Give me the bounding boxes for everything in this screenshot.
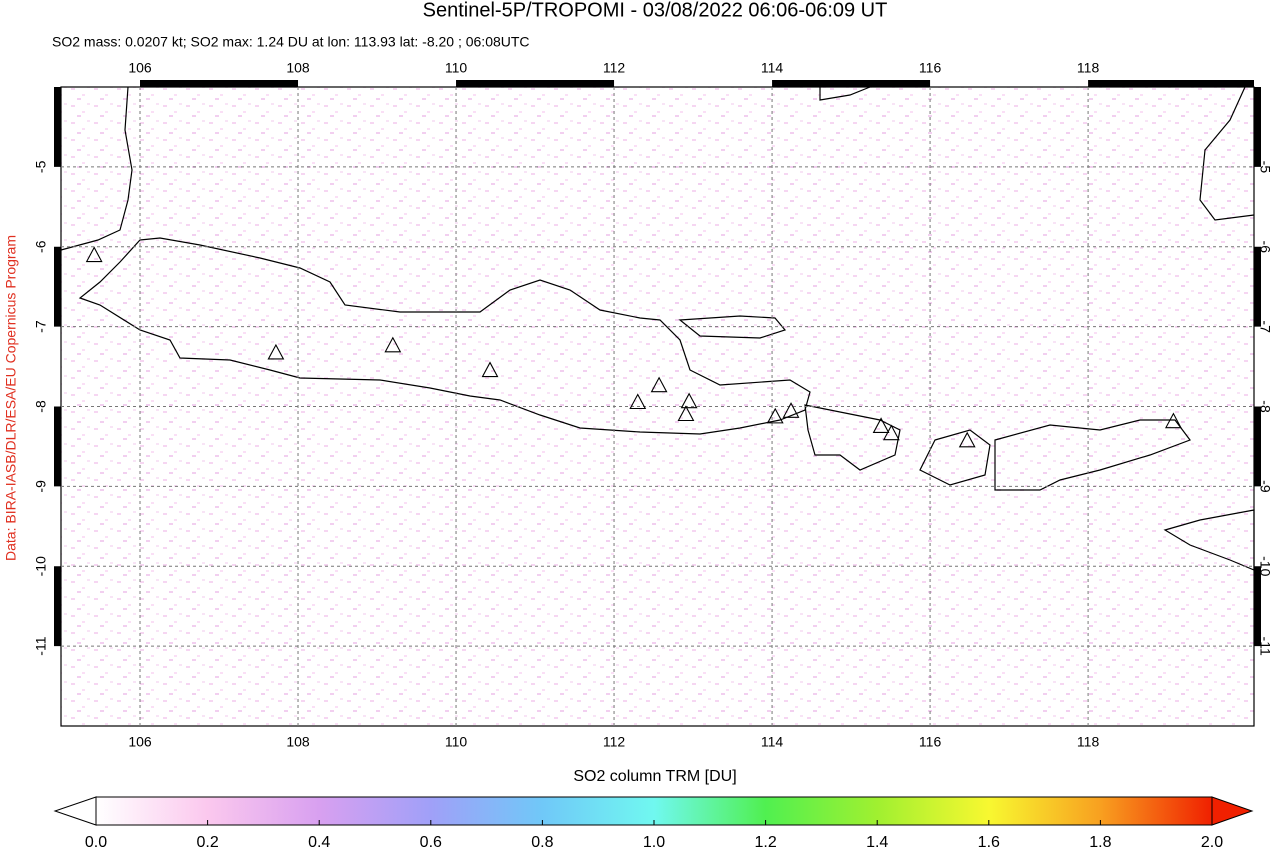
- title: Sentinel-5P/TROPOMI - 03/08/2022 06:06-0…: [423, 0, 888, 21]
- coastlines: [60, 86, 1255, 571]
- border-segment: [54, 406, 61, 487]
- colorbar-tick-label: 2.0: [1201, 834, 1223, 851]
- colorbar-over: [1211, 796, 1254, 826]
- border-segment: [1254, 406, 1261, 487]
- x-tick-label: 106: [128, 60, 152, 76]
- colorbar-tick-label: 0.4: [308, 834, 330, 851]
- x-tick-label: 114: [761, 60, 784, 76]
- y-tick-label: -9: [1257, 480, 1272, 493]
- border-segment: [1254, 566, 1261, 647]
- y-tick-label: -10: [1257, 556, 1272, 576]
- volcano: [872, 417, 890, 434]
- volcano: [680, 392, 698, 409]
- colorbar-tick-label: 1.6: [978, 834, 1000, 851]
- x-tick-label: 112: [603, 60, 626, 76]
- subtitle: SO2 mass: 0.0207 kt; SO2 max: 1.24 DU at…: [52, 34, 530, 50]
- y-tick-label: -8: [1257, 400, 1272, 413]
- border-segment: [1254, 246, 1261, 327]
- x-tick-label: 110: [445, 734, 468, 750]
- colorbar-tick-label: 1.8: [1089, 834, 1111, 851]
- y-tick-label: -6: [33, 240, 49, 253]
- x-tick-label: 110: [445, 60, 468, 76]
- source-credit: Data: BIRA-IASB/DLR/ESA/EU Copernicus Pr…: [3, 235, 19, 561]
- y-tick-label: -6: [1257, 241, 1272, 254]
- volcano: [384, 336, 402, 353]
- volcano: [481, 361, 499, 378]
- volcano: [882, 424, 900, 441]
- volcano: [1164, 412, 1182, 429]
- y-tick-label: -5: [1257, 161, 1272, 174]
- colorbar-tick-label: 1.0: [643, 834, 665, 851]
- y-tick-label: -11: [1257, 637, 1272, 656]
- y-tick-label: -9: [33, 480, 49, 493]
- y-tick-label: -7: [33, 320, 49, 333]
- colorbar-tick-label: 0.0: [85, 834, 107, 851]
- volcano: [782, 402, 800, 418]
- volcano: [650, 376, 668, 393]
- volcano: [958, 431, 976, 448]
- volcano: [677, 405, 695, 422]
- border-segment: [54, 246, 61, 327]
- border-segment: [456, 80, 615, 87]
- border-segment: [140, 80, 299, 87]
- border-segment: [1088, 80, 1254, 87]
- colorbar-tick-label: 0.2: [196, 834, 218, 851]
- colorbar-tick-label: 0.6: [420, 834, 442, 851]
- volcano: [629, 393, 647, 410]
- x-tick-label: 108: [286, 60, 310, 76]
- x-tick-label: 114: [761, 734, 784, 750]
- colorbar-tick-label: 1.2: [754, 834, 776, 851]
- volcano: [85, 246, 103, 263]
- y-tick-label: -11: [33, 636, 49, 655]
- volcano: [766, 407, 784, 424]
- y-tick-label: -10: [33, 556, 49, 576]
- y-tick-label: -5: [33, 160, 49, 173]
- x-tick-label: 106: [128, 734, 152, 750]
- colorbar-tick-label: 0.8: [531, 834, 553, 851]
- x-tick-label: 112: [603, 734, 626, 750]
- y-tick-label: -8: [33, 400, 49, 413]
- x-tick-label: 116: [919, 734, 942, 750]
- border-segment: [1254, 87, 1261, 167]
- border-segment: [54, 566, 61, 647]
- colorbar-label: SO2 column TRM [DU]: [573, 768, 736, 785]
- x-tick-label: 118: [1077, 734, 1100, 750]
- volcano: [267, 343, 285, 360]
- border-segment: [772, 80, 931, 87]
- x-tick-label: 118: [1077, 60, 1100, 76]
- border-segment: [54, 87, 61, 167]
- x-tick-label: 108: [286, 734, 310, 750]
- colorbar-under: [53, 796, 97, 826]
- x-tick-label: 116: [919, 60, 942, 76]
- y-tick-label: -7: [1257, 320, 1272, 333]
- colorbar-tick-label: 1.4: [866, 834, 888, 851]
